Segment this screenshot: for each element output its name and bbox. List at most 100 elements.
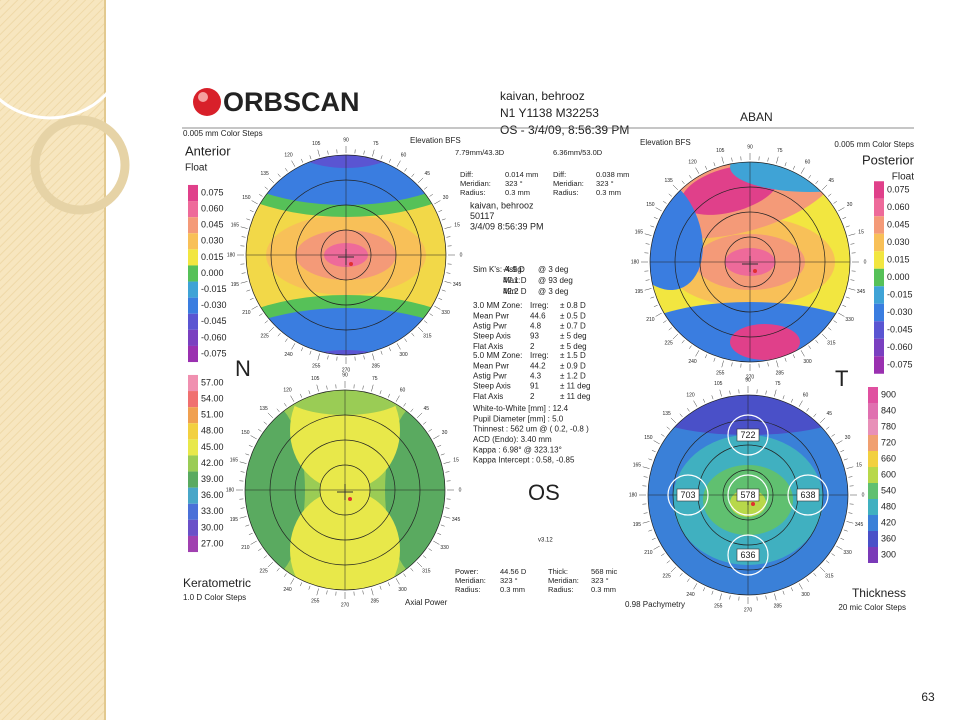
degree-tick [316, 588, 319, 596]
info-text: ± 0.9 D [560, 361, 586, 370]
scale-swatch [188, 407, 198, 424]
degree-tick [721, 156, 724, 164]
degree-tick [846, 521, 854, 524]
contour [650, 173, 703, 291]
deco-ring [30, 115, 130, 215]
scale-swatch [874, 286, 884, 304]
scale-swatch [874, 233, 884, 252]
scale-swatch [188, 313, 198, 330]
degree-tick [379, 390, 382, 395]
degree-tick [327, 355, 329, 360]
scale-swatch [874, 303, 884, 322]
scale-swatch [188, 184, 198, 202]
degree-tick [653, 304, 658, 308]
degree-tick [416, 412, 423, 419]
degree-tick [268, 177, 275, 184]
degree-tick [729, 390, 731, 395]
degree-label: 90 [342, 372, 348, 378]
degree-label: 285 [371, 598, 380, 604]
thickness-reading: 636 [740, 550, 755, 560]
anterior-reference: Elevation BFS [410, 136, 461, 145]
info-text: ± 5 deg [560, 332, 587, 341]
degree-tick [443, 461, 451, 464]
info-text: 50117 [470, 211, 494, 221]
degree-tick [429, 193, 433, 197]
degree-tick [250, 435, 257, 440]
scale-label: 540 [881, 485, 896, 495]
scale-label: 420 [881, 517, 896, 527]
info-text: Max: [503, 276, 520, 285]
scale-swatch [868, 499, 878, 515]
degree-label: 195 [230, 517, 239, 523]
degree-tick [661, 433, 665, 437]
info-text: Radius: [553, 188, 578, 197]
info-text: Mean Pwr [473, 311, 509, 320]
scale-swatch [868, 435, 878, 451]
scale-label: -0.075 [201, 348, 227, 358]
degree-tick [831, 553, 835, 557]
info-text: Astig Pwr [473, 322, 507, 331]
posterior-title: Posterior [862, 152, 915, 167]
scale-label: -0.030 [887, 307, 913, 317]
degree-label: 30 [442, 430, 448, 436]
degree-tick [267, 561, 274, 568]
degree-tick [688, 345, 692, 349]
thickness-reading: 722 [740, 430, 755, 440]
degree-label: 60 [805, 160, 811, 166]
contour [730, 324, 800, 360]
degree-tick [840, 449, 845, 453]
degree-label: 210 [644, 550, 653, 556]
degree-label: 225 [665, 341, 674, 347]
scale-swatch [874, 251, 884, 269]
info-text: 568 mic [591, 567, 618, 576]
degree-tick [387, 393, 391, 398]
degree-tick [776, 156, 779, 164]
degree-tick [316, 384, 319, 392]
scale-label: 0.015 [887, 254, 910, 264]
degree-tick [317, 353, 320, 361]
degree-tick [249, 297, 254, 301]
degree-tick [240, 507, 245, 509]
degree-label: 300 [398, 587, 407, 593]
degree-label: 75 [373, 141, 379, 147]
info-text: 2 [530, 342, 535, 351]
degree-label: 270 [342, 367, 351, 373]
info-text: 47.1 D [503, 276, 527, 285]
info-text: 323 ° [500, 576, 518, 585]
scale-label: 0.045 [201, 220, 224, 230]
scale-label: 0.075 [887, 184, 910, 194]
degree-tick [437, 444, 442, 448]
degree-label: 60 [803, 393, 809, 399]
keratometric-mode: Axial Power [405, 598, 448, 607]
degree-tick [843, 529, 848, 532]
scale-swatch [188, 329, 198, 346]
degree-label: 75 [777, 148, 783, 154]
degree-tick [277, 173, 281, 178]
degree-tick [434, 200, 441, 205]
degree-tick [251, 200, 258, 205]
scale-swatch [874, 181, 884, 199]
reading-box [676, 488, 700, 502]
info-text: Meridian: [553, 179, 584, 188]
degree-tick [309, 155, 312, 160]
info-text: Kappa : 6.98° @ 323.13° [473, 445, 562, 454]
scale-label: -0.075 [887, 359, 913, 369]
degree-label: 270 [744, 607, 753, 613]
degree-tick [403, 403, 407, 407]
info-text: Sim K's: Astig: [473, 265, 524, 274]
degree-tick [838, 207, 845, 212]
info-text: 0.3 mm [500, 585, 525, 594]
degree-tick [380, 155, 383, 160]
degree-label: 270 [746, 374, 755, 380]
deco-circle [0, 0, 130, 120]
degree-label: 345 [855, 522, 864, 528]
degree-tick [268, 326, 275, 333]
degree-tick [445, 507, 450, 509]
scale-label: 780 [881, 421, 896, 431]
scale-swatch [188, 297, 198, 314]
degree-tick [653, 440, 660, 445]
degree-label: 15 [453, 458, 459, 464]
degree-label: 315 [423, 334, 432, 340]
degree-tick [379, 585, 382, 590]
